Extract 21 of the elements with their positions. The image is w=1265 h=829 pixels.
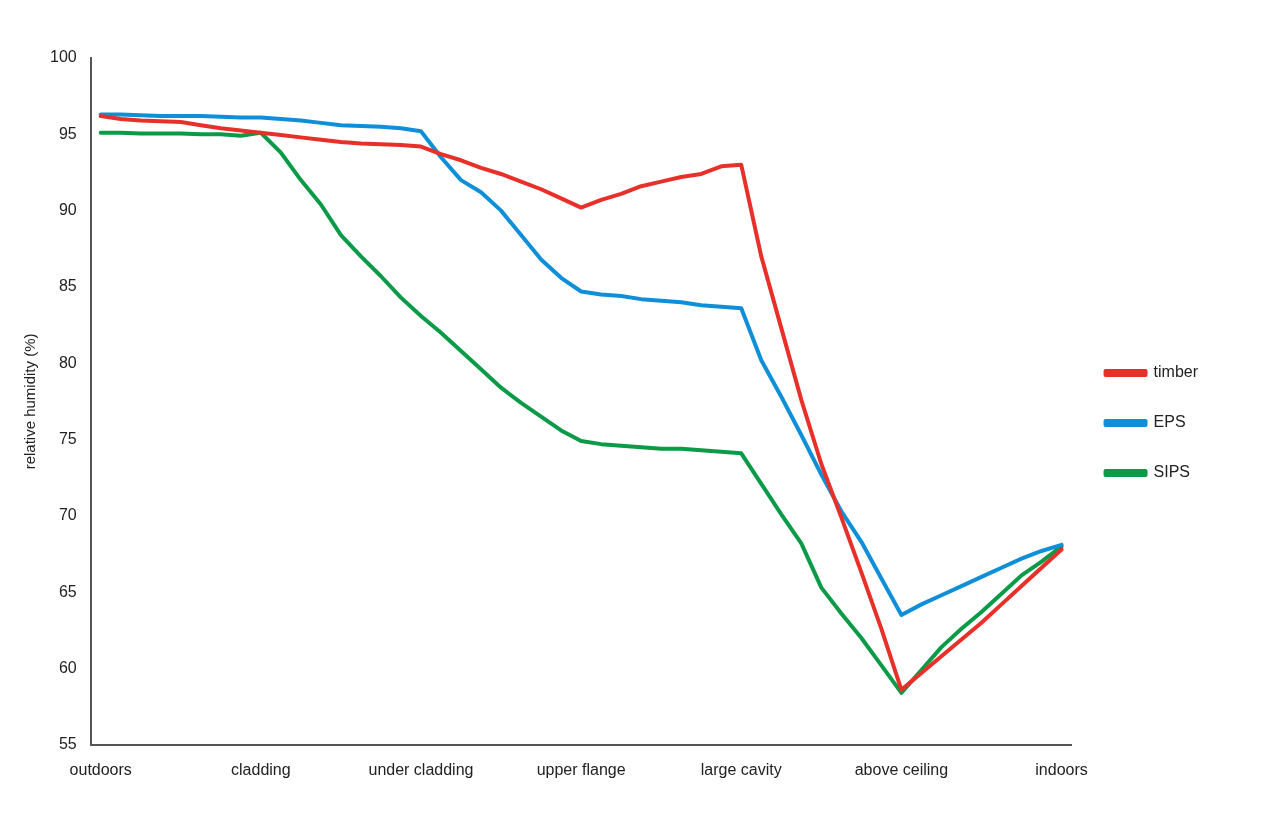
legend-label: SIPS xyxy=(1153,463,1191,481)
x-tick-label: large cavity xyxy=(700,760,782,778)
y-tick-label: 65 xyxy=(58,582,77,600)
x-tick-label: indoors xyxy=(1035,760,1088,778)
y-tick-label: 85 xyxy=(58,277,77,295)
y-axis-title: relative humidity (%) xyxy=(21,333,39,470)
y-tick-label: 70 xyxy=(58,506,77,524)
y-tick-label: 90 xyxy=(58,201,77,219)
x-tick-label: above ceiling xyxy=(854,760,949,778)
legend-label: timber xyxy=(1153,363,1199,381)
x-tick-label: under cladding xyxy=(368,760,474,778)
y-tick-label: 100 xyxy=(49,48,77,66)
x-tick-label: cladding xyxy=(231,760,291,778)
x-tick-label: outdoors xyxy=(69,760,132,778)
y-tick-label: 60 xyxy=(58,658,77,676)
y-tick-label: 75 xyxy=(58,429,77,447)
x-tick-label: upper flange xyxy=(536,760,626,778)
y-tick-label: 80 xyxy=(58,353,77,371)
y-tick-label: 55 xyxy=(58,735,77,753)
legend-label: EPS xyxy=(1153,413,1186,431)
y-tick-label: 95 xyxy=(58,124,77,142)
